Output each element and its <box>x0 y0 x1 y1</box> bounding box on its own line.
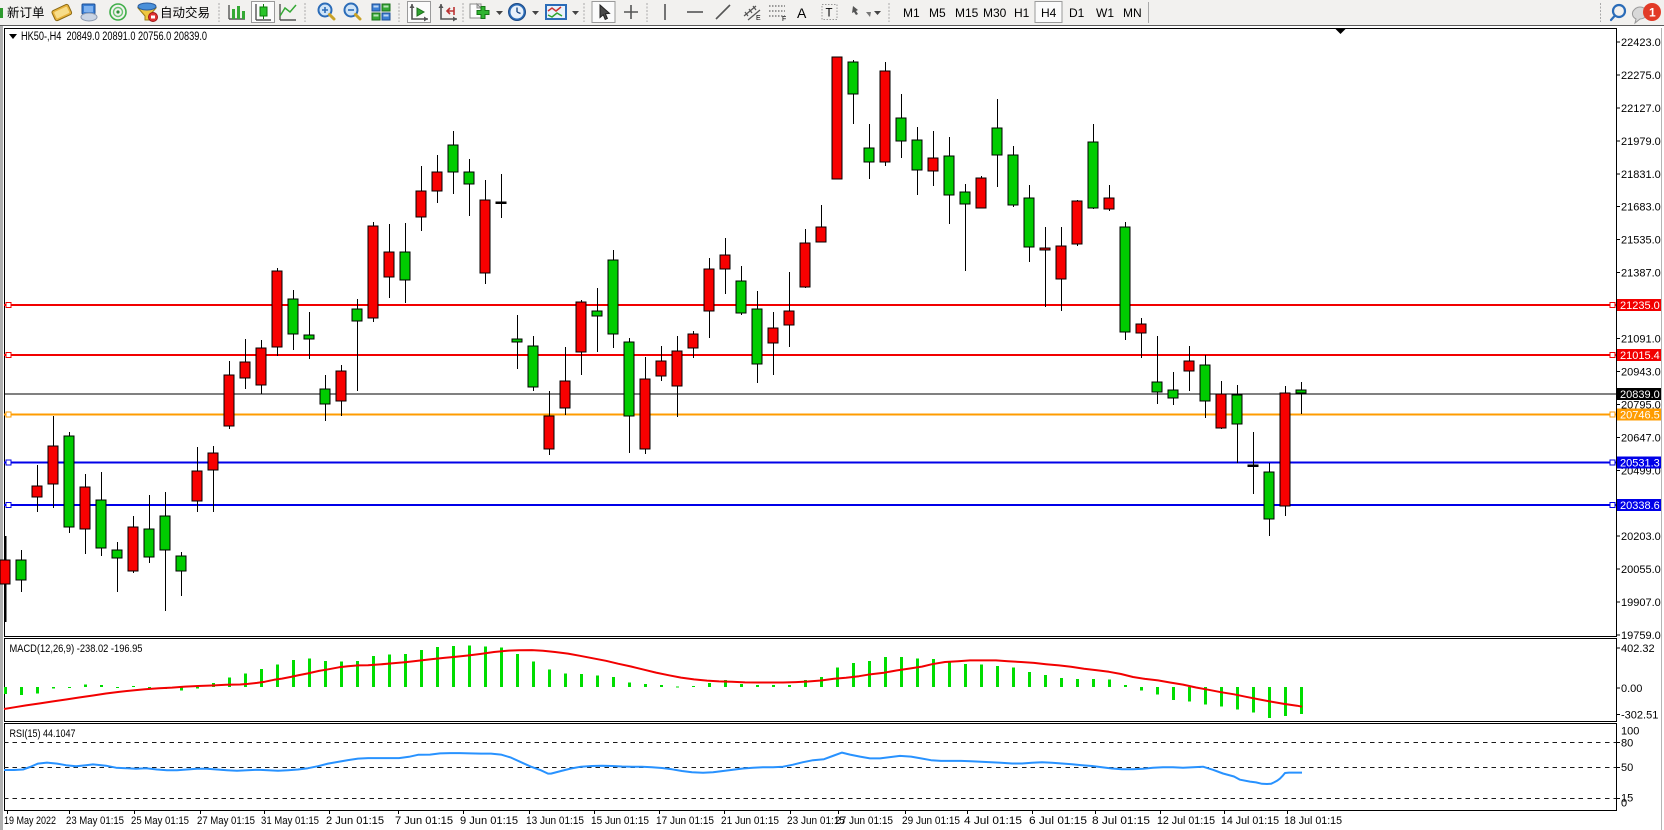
svg-text:新订单: 新订单 <box>7 5 45 20</box>
svg-text:13 Jun 01:15: 13 Jun 01:15 <box>526 815 584 827</box>
svg-text:19907.0: 19907.0 <box>1621 597 1661 609</box>
svg-text:H4: H4 <box>1041 6 1057 20</box>
svg-text:MACD(12,26,9) -238.02 -196.95: MACD(12,26,9) -238.02 -196.95 <box>10 643 143 655</box>
svg-text:RSI(15) 44.1047: RSI(15) 44.1047 <box>10 728 76 740</box>
svg-text:8 Jul 01:15: 8 Jul 01:15 <box>1092 815 1150 827</box>
svg-text:21979.0: 21979.0 <box>1621 136 1661 148</box>
svg-text:M5: M5 <box>929 6 946 20</box>
svg-text:25 May 01:15: 25 May 01:15 <box>131 815 189 827</box>
svg-text:M15: M15 <box>955 6 979 20</box>
svg-text:21831.0: 21831.0 <box>1621 169 1661 181</box>
svg-text:20943.0: 20943.0 <box>1621 367 1661 379</box>
svg-text:-302.51: -302.51 <box>1621 710 1658 722</box>
svg-text:MN: MN <box>1123 6 1142 20</box>
svg-text:29 Jun 01:15: 29 Jun 01:15 <box>902 815 960 827</box>
svg-text:9 Jun 01:15: 9 Jun 01:15 <box>460 815 518 827</box>
svg-text:21683.0: 21683.0 <box>1621 202 1661 214</box>
svg-text:21 Jun 01:15: 21 Jun 01:15 <box>721 815 779 827</box>
svg-text:0.00: 0.00 <box>1621 683 1642 695</box>
svg-text:15: 15 <box>1621 793 1633 805</box>
svg-text:18 Jul 01:15: 18 Jul 01:15 <box>1284 815 1342 827</box>
svg-text:F: F <box>782 16 786 23</box>
svg-text:100: 100 <box>1621 726 1639 738</box>
svg-text:6 Jul 01:15: 6 Jul 01:15 <box>1029 815 1087 827</box>
svg-text:31 May 01:15: 31 May 01:15 <box>261 815 319 827</box>
svg-text:20531.3: 20531.3 <box>1620 458 1660 470</box>
svg-text:T: T <box>826 8 833 20</box>
svg-text:20746.5: 20746.5 <box>1620 410 1660 422</box>
svg-text:20839.0: 20839.0 <box>1620 389 1660 401</box>
svg-text:W1: W1 <box>1096 6 1114 20</box>
svg-text:23 May 01:15: 23 May 01:15 <box>66 815 124 827</box>
svg-text:2 Jun 01:15: 2 Jun 01:15 <box>326 815 384 827</box>
svg-text:21235.0: 21235.0 <box>1620 300 1660 312</box>
svg-text:自动交易: 自动交易 <box>160 5 210 20</box>
svg-text:1: 1 <box>1649 6 1656 20</box>
svg-text:19759.0: 19759.0 <box>1621 630 1661 642</box>
svg-text:23 Jun 01:15: 23 Jun 01:15 <box>787 815 845 827</box>
svg-text:20203.0: 20203.0 <box>1621 531 1661 543</box>
svg-text:22127.0: 22127.0 <box>1621 103 1661 115</box>
svg-text:22275.0: 22275.0 <box>1621 70 1661 82</box>
svg-text:19 May 2022: 19 May 2022 <box>4 815 56 827</box>
svg-text:A: A <box>797 5 807 21</box>
svg-text:21015.4: 21015.4 <box>1620 350 1660 362</box>
svg-text:21091.0: 21091.0 <box>1621 334 1661 346</box>
svg-text:D1: D1 <box>1069 6 1085 20</box>
svg-text:27 May 01:15: 27 May 01:15 <box>197 815 255 827</box>
svg-text:20055.0: 20055.0 <box>1621 564 1661 576</box>
svg-text:21535.0: 21535.0 <box>1621 235 1661 247</box>
svg-text:M1: M1 <box>903 6 920 20</box>
svg-text:17 Jun 01:15: 17 Jun 01:15 <box>656 815 714 827</box>
svg-text:80: 80 <box>1621 738 1633 750</box>
svg-text:402.32: 402.32 <box>1621 643 1655 655</box>
svg-text:M30: M30 <box>983 6 1007 20</box>
svg-text:21387.0: 21387.0 <box>1621 268 1661 280</box>
svg-text:4 Jul 01:15: 4 Jul 01:15 <box>964 815 1022 827</box>
svg-text:H1: H1 <box>1014 6 1030 20</box>
svg-text:14 Jul 01:15: 14 Jul 01:15 <box>1221 815 1279 827</box>
svg-text:20338.6: 20338.6 <box>1620 500 1660 512</box>
svg-text:27 Jun 01:15: 27 Jun 01:15 <box>835 815 893 827</box>
svg-text:HK50-,H4 20849.0 20891.0 2075: HK50-,H4 20849.0 20891.0 20756.0 20839.0 <box>21 31 207 43</box>
svg-text:22423.0: 22423.0 <box>1621 37 1661 49</box>
svg-text:7 Jun 01:15: 7 Jun 01:15 <box>395 815 453 827</box>
svg-text:20647.0: 20647.0 <box>1621 432 1661 444</box>
svg-text:50: 50 <box>1621 762 1633 774</box>
svg-text:12 Jul 01:15: 12 Jul 01:15 <box>1157 815 1215 827</box>
svg-text:E: E <box>756 15 761 22</box>
svg-text:0: 0 <box>1621 798 1627 810</box>
svg-text:20795.0: 20795.0 <box>1621 399 1661 411</box>
svg-text:15 Jun 01:15: 15 Jun 01:15 <box>591 815 649 827</box>
